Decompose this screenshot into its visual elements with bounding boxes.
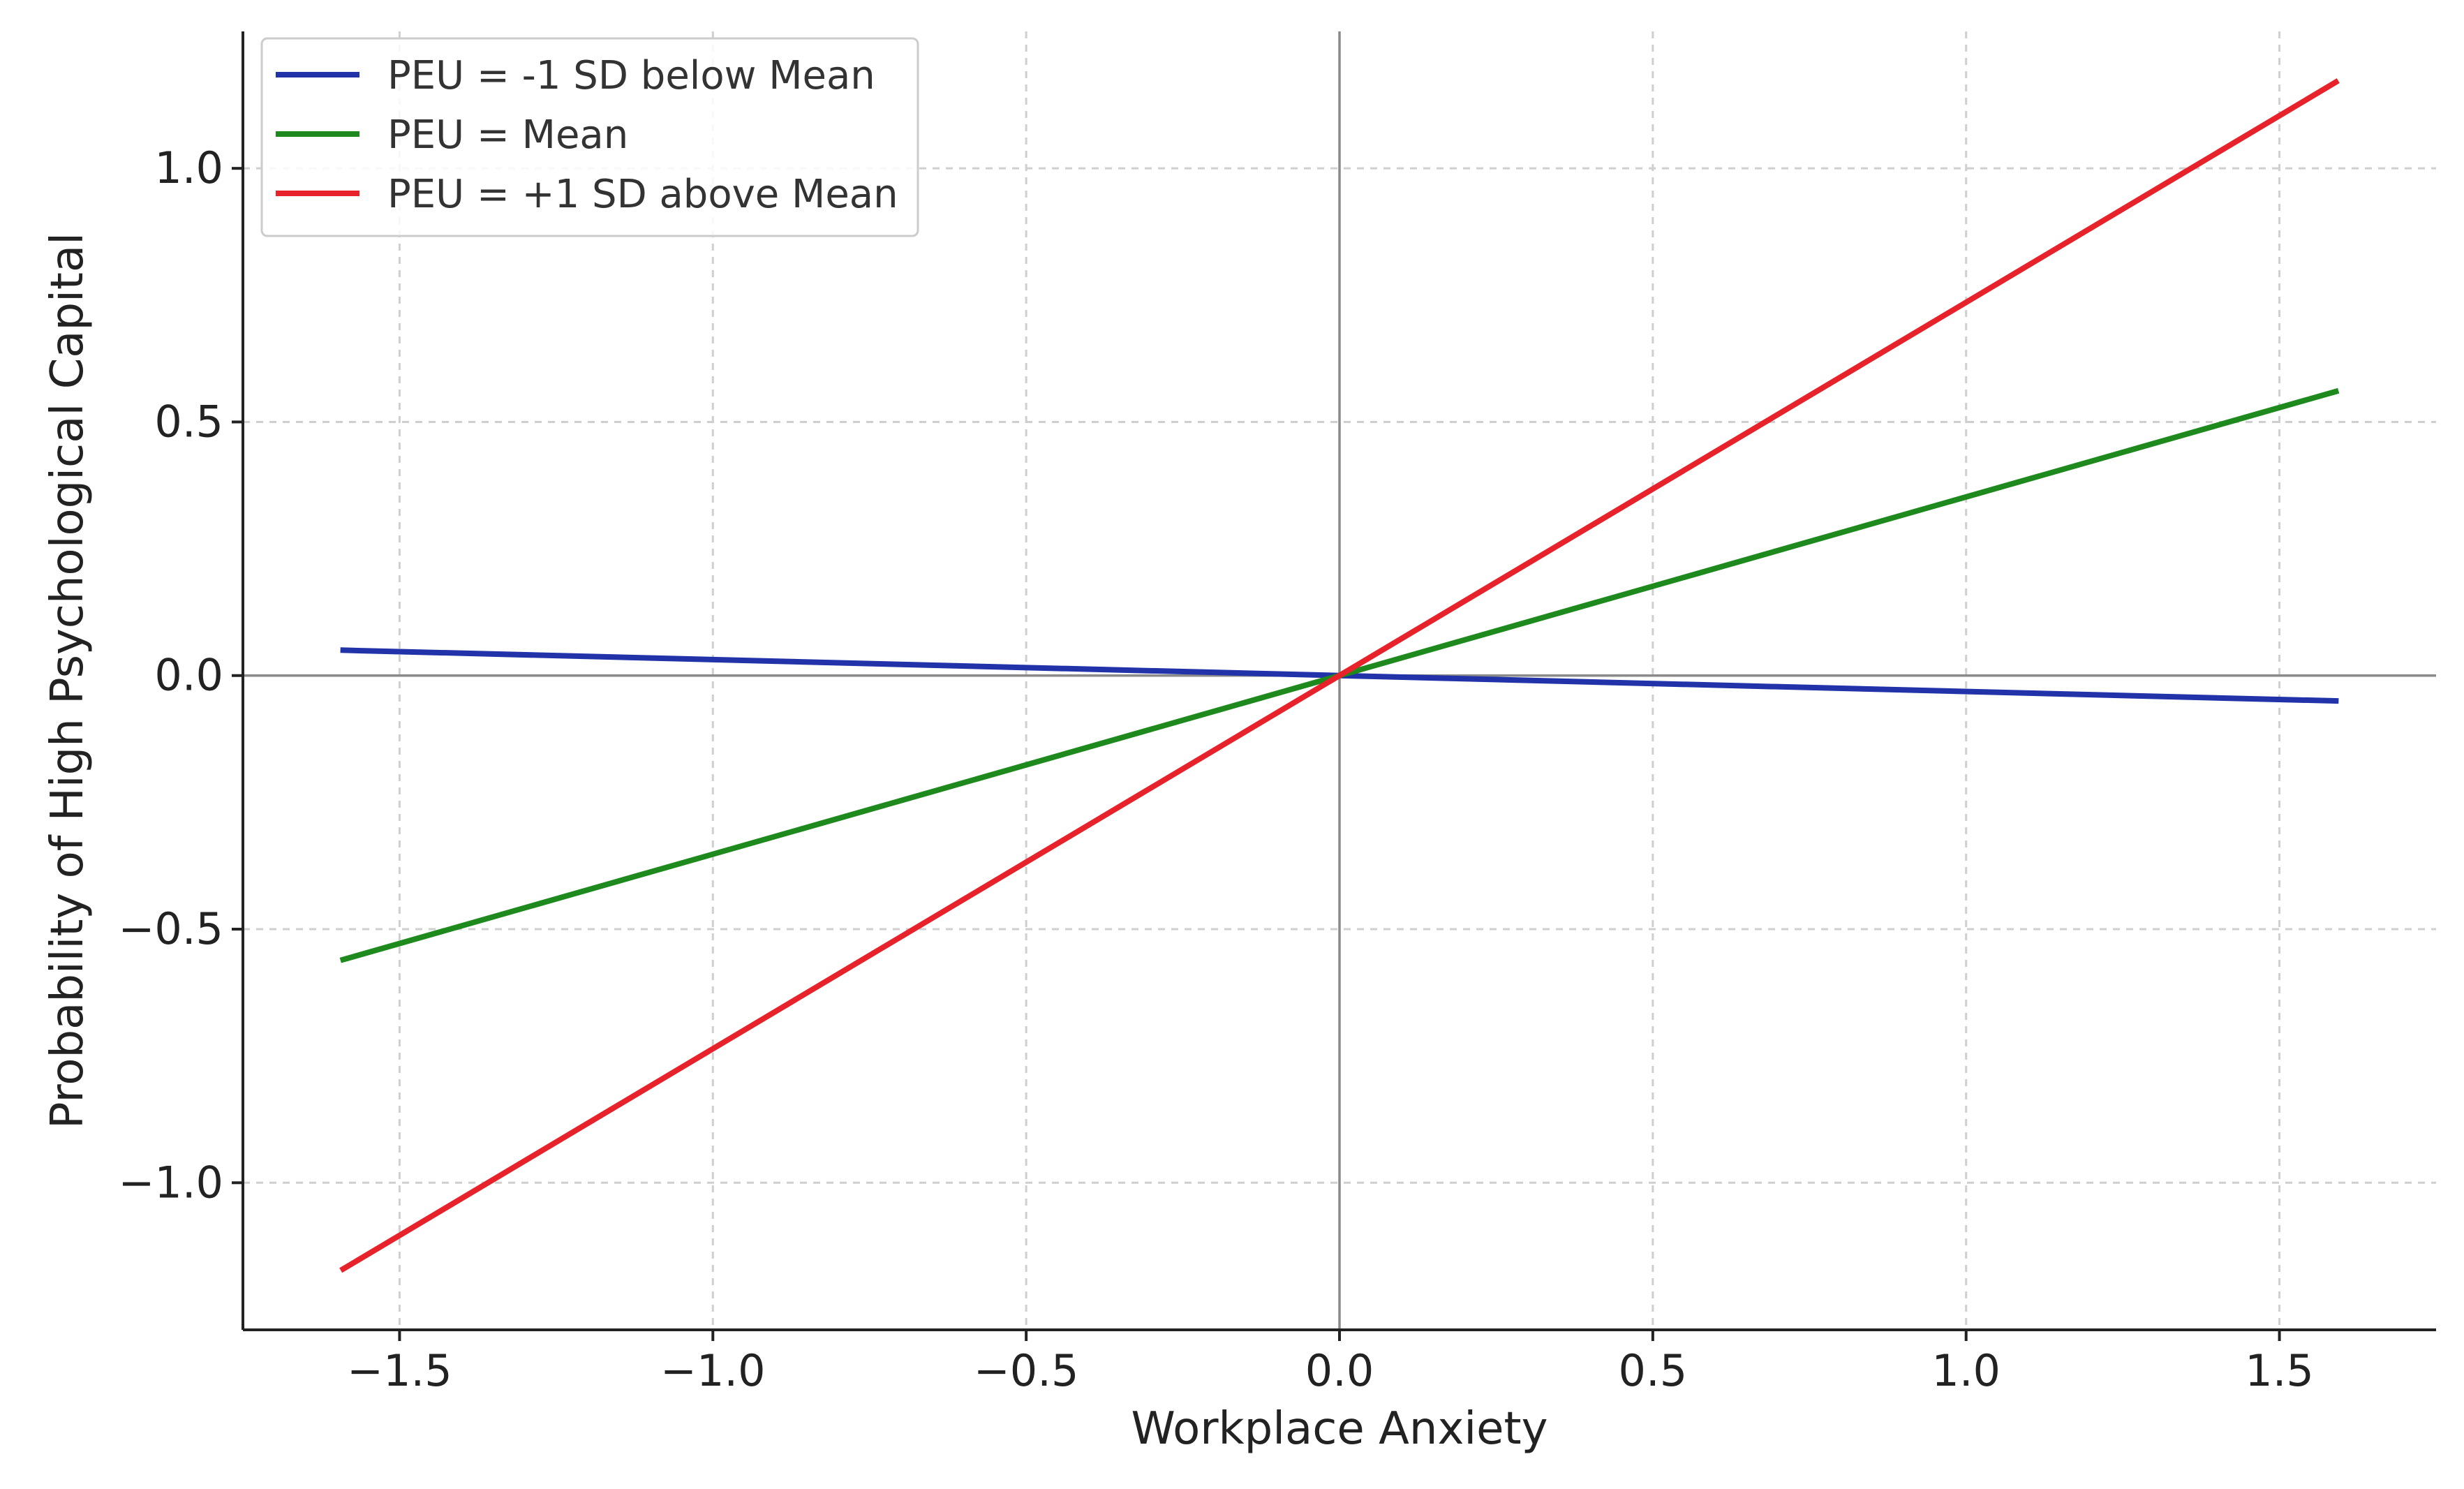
legend-box xyxy=(260,37,919,237)
legend: PEU = -1 SD below Mean PEU = Mean PEU = +1… xyxy=(260,37,919,237)
x-tick-label-5: 1.0 xyxy=(1931,1345,2001,1396)
y-axis-label: Probability of High Psychological Capita… xyxy=(42,232,94,1129)
series-line-3 xyxy=(339,78,2340,1273)
x-axis-label: Workplace Anxiety xyxy=(1131,1403,1548,1455)
series-lines xyxy=(339,78,2340,1273)
x-tick-label-4: 0.5 xyxy=(1619,1345,1688,1396)
y-tick-label-3: 0.5 xyxy=(154,396,223,447)
x-tick-label-6: 1.5 xyxy=(2245,1345,2314,1396)
legend-label-3: PEU = +1 SD above Mean xyxy=(387,172,898,217)
y-tick-label-4: 1.0 xyxy=(154,142,223,193)
y-axis-ticks: −1.0 −0.5 0.0 0.5 1.0 xyxy=(118,142,243,1208)
x-tick-label-1: −1.0 xyxy=(660,1345,766,1396)
x-tick-label-0: −1.5 xyxy=(347,1345,452,1396)
legend-label-2: PEU = Mean xyxy=(387,112,628,158)
legend-label-1: PEU = -1 SD below Mean xyxy=(387,53,875,98)
x-tick-label-3: 0.0 xyxy=(1305,1345,1374,1396)
y-tick-label-0: −1.0 xyxy=(118,1157,223,1208)
x-axis-ticks: −1.5 −1.0 −0.5 0.0 0.5 1.0 1.5 xyxy=(347,1330,2314,1396)
y-tick-label-2: 0.0 xyxy=(154,650,223,701)
y-tick-label-1: −0.5 xyxy=(118,903,223,954)
legend-entries: PEU = -1 SD below Mean PEU = Mean PEU = +1… xyxy=(276,53,898,217)
x-tick-label-2: −0.5 xyxy=(974,1345,1079,1396)
